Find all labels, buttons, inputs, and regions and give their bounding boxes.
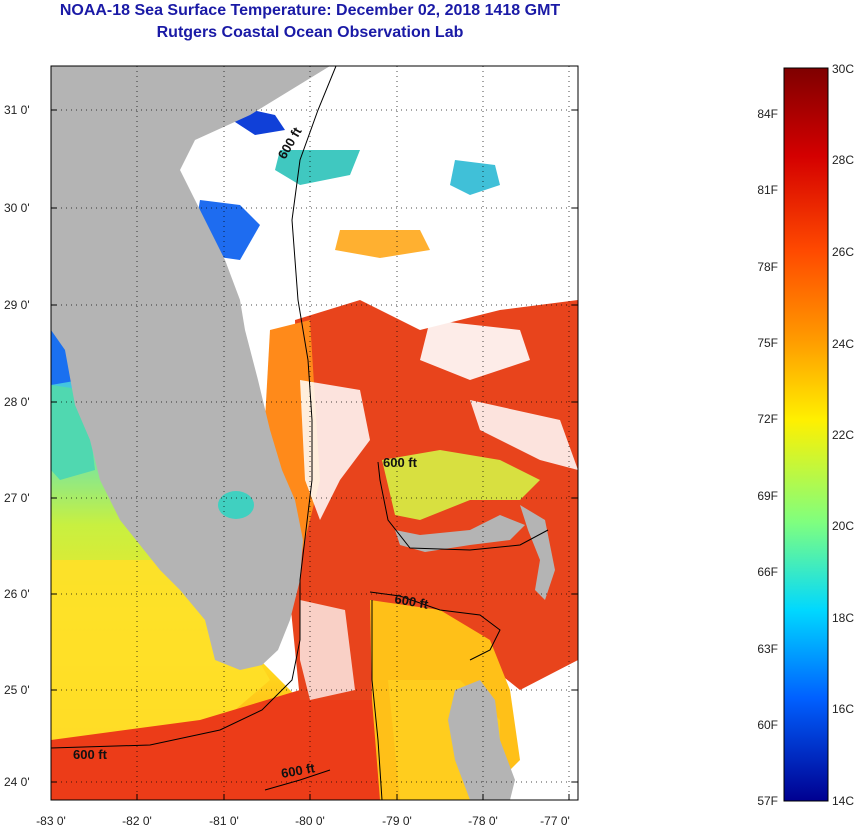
map-subtitle: Rutgers Coastal Ocean Observation Lab	[156, 24, 464, 41]
fahrenheit-label: 63F	[757, 642, 778, 656]
contour-east-florida	[51, 66, 337, 749]
lat-label: 27 0'	[4, 491, 30, 505]
contour-label: 600 ft	[393, 591, 430, 612]
cloud-break-2	[420, 320, 530, 380]
lon-label: -79 0'	[382, 814, 412, 828]
contour-west-great-bahama	[371, 600, 383, 800]
longitude-labels: -83 0' -82 0' -81 0' -80 0' -79 0' -78 0…	[36, 814, 570, 828]
lon-label: -77 0'	[540, 814, 570, 828]
celsius-label: 18C	[832, 611, 854, 625]
lat-label: 28 0'	[4, 395, 30, 409]
lon-label: -82 0'	[122, 814, 152, 828]
contour-label: 600 ft	[280, 760, 317, 781]
fahrenheit-label: 81F	[757, 183, 778, 197]
contour-label: 600 ft	[73, 747, 108, 762]
lon-label: -83 0'	[36, 814, 66, 828]
fahrenheit-label: 84F	[757, 107, 778, 121]
fahrenheit-label: 57F	[757, 794, 778, 808]
fahrenheit-label: 69F	[757, 489, 778, 503]
colorbar-gradient	[783, 67, 829, 802]
map-title: NOAA-18 Sea Surface Temperature: Decembe…	[59, 2, 561, 19]
fahrenheit-labels: 84F 81F 78F 75F 72F 69F 66F 63F 60F 57F	[757, 107, 778, 808]
lon-label: -80 0'	[295, 814, 325, 828]
lat-label: 29 0'	[4, 298, 30, 312]
fahrenheit-label: 66F	[757, 565, 778, 579]
lat-label: 24 0'	[4, 775, 30, 789]
celsius-label: 16C	[832, 702, 854, 716]
andros-island	[448, 680, 515, 800]
nearshore-orange-water	[265, 320, 320, 560]
lake-okeechobee	[218, 491, 254, 519]
florida-land	[51, 66, 330, 670]
contour-south	[264, 769, 331, 791]
axis-tick-marks	[50, 109, 578, 800]
isobath-contours	[51, 66, 549, 800]
fahrenheit-label: 75F	[757, 336, 778, 350]
contour-great-bahama	[369, 591, 501, 661]
contour-label: 600 ft	[383, 455, 418, 470]
north-cool-patch-3	[275, 150, 360, 185]
fahrenheit-label: 72F	[757, 412, 778, 426]
celsius-label: 28C	[832, 153, 854, 167]
celsius-label: 22C	[832, 428, 854, 442]
sst-map	[51, 66, 578, 800]
celsius-label: 14C	[832, 794, 854, 808]
celsius-labels: 30C 28C 26C 24C 22C 20C 18C 16C 14C	[832, 62, 854, 808]
lon-label: -81 0'	[209, 814, 239, 828]
grand-bahama-island	[395, 515, 525, 552]
north-cool-patch-4	[450, 160, 500, 195]
cloud-break-4	[300, 600, 355, 700]
abaco-island	[520, 505, 555, 600]
celsius-label: 30C	[832, 62, 854, 76]
lat-label: 26 0'	[4, 587, 30, 601]
lon-label: -78 0'	[468, 814, 498, 828]
map-frame	[50, 65, 579, 801]
lat-label: 25 0'	[4, 683, 30, 697]
celsius-label: 24C	[832, 337, 854, 351]
celsius-label: 20C	[832, 519, 854, 533]
fahrenheit-label: 78F	[757, 260, 778, 274]
lat-label: 31 0'	[4, 103, 30, 117]
cloud-break-3	[470, 400, 578, 470]
colorbar: 30C 28C 26C 24C 22C 20C 18C 16C 14C 84F …	[757, 62, 854, 808]
lat-label: 30 0'	[4, 201, 30, 215]
contour-little-bahama	[377, 461, 549, 551]
cloud-break-1	[300, 380, 370, 520]
celsius-label: 26C	[832, 245, 854, 259]
south-warm-water	[51, 690, 430, 800]
fahrenheit-label: 60F	[757, 718, 778, 732]
little-bahama-bank-water	[382, 450, 540, 520]
north-warm-patch-1	[335, 230, 430, 258]
latitude-labels: 31 0' 30 0' 29 0' 28 0' 27 0' 26 0' 25 0…	[4, 103, 30, 789]
